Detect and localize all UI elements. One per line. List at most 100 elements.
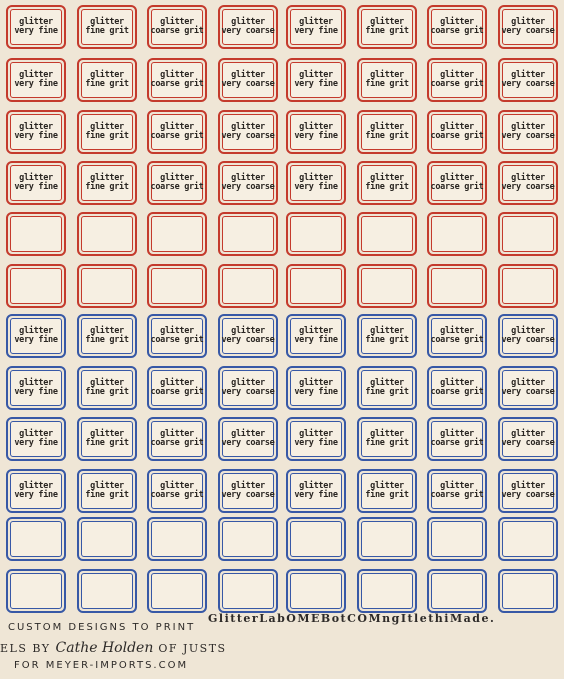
label-line-2: very fine bbox=[14, 182, 58, 192]
label-line-1: glitter bbox=[299, 481, 333, 491]
label-tag: glitter fine grit bbox=[77, 469, 137, 513]
label-line-1: glitter bbox=[19, 326, 53, 336]
credit-line-3: FOR MEYER-IMPORTS.COM bbox=[14, 660, 189, 671]
label-tag: glitter very fine bbox=[286, 417, 346, 461]
label-inner bbox=[290, 521, 342, 557]
label-tag: glitter very coarse bbox=[218, 58, 278, 102]
label-line-1: glitter bbox=[511, 481, 545, 491]
label-line-1: glitter bbox=[160, 17, 194, 27]
label-inner: glitter fine grit bbox=[81, 473, 133, 509]
label-line-1: glitter bbox=[231, 481, 265, 491]
label-tag: glitter coarse grit bbox=[427, 417, 487, 461]
label-line-2: coarse grit bbox=[430, 131, 484, 141]
label-inner: glitter coarse grit bbox=[151, 114, 204, 150]
label-tag: glitter fine grit bbox=[77, 58, 137, 102]
label-tag: glitter coarse grit bbox=[427, 110, 487, 154]
label-tag bbox=[147, 517, 207, 561]
label-tag: glitter very coarse bbox=[218, 417, 278, 461]
label-tag bbox=[218, 264, 278, 308]
label-tag: glitter very fine bbox=[286, 366, 346, 410]
label-line-1: glitter bbox=[299, 122, 333, 132]
label-tag: glitter fine grit bbox=[357, 469, 417, 513]
label-inner bbox=[81, 268, 133, 304]
label-inner: glitter very fine bbox=[290, 9, 342, 45]
label-line-1: glitter bbox=[19, 378, 53, 388]
label-inner bbox=[151, 573, 203, 609]
label-line-1: glitter bbox=[19, 70, 53, 80]
label-inner: glitter fine grit bbox=[361, 318, 413, 354]
label-tag: glitter fine grit bbox=[357, 314, 417, 358]
label-inner: glitter fine grit bbox=[81, 9, 133, 45]
label-line-1: glitter bbox=[370, 326, 404, 336]
label-line-2: fine grit bbox=[365, 387, 409, 397]
label-line-1: glitter bbox=[299, 326, 333, 336]
label-line-1: glitter bbox=[370, 429, 404, 439]
label-line-2: coarse grit bbox=[150, 182, 204, 192]
label-tag: glitter fine grit bbox=[77, 110, 137, 154]
credit-line-1: CUSTOM DESIGNS TO PRINT bbox=[8, 622, 196, 633]
label-line-2: fine grit bbox=[85, 26, 129, 36]
label-inner: glitter coarse grit bbox=[430, 114, 484, 150]
label-tag: glitter fine grit bbox=[357, 417, 417, 461]
label-line-2: fine grit bbox=[85, 335, 129, 345]
label-line-1: glitter bbox=[440, 481, 474, 491]
label-tag: glitter very coarse bbox=[218, 366, 278, 410]
label-tag bbox=[147, 569, 207, 613]
label-tag: glitter very coarse bbox=[498, 5, 558, 49]
label-line-1: glitter bbox=[160, 429, 194, 439]
label-line-2: fine grit bbox=[85, 490, 129, 500]
label-tag: glitter very coarse bbox=[218, 469, 278, 513]
label-line-2: fine grit bbox=[365, 131, 409, 141]
label-inner: glitter very fine bbox=[290, 318, 342, 354]
label-inner: glitter very coarse bbox=[222, 62, 275, 98]
label-line-2: very fine bbox=[294, 335, 338, 345]
label-inner: glitter very coarse bbox=[222, 421, 275, 457]
label-inner: glitter fine grit bbox=[361, 421, 413, 457]
label-tag bbox=[147, 264, 207, 308]
label-inner: glitter very coarse bbox=[221, 9, 275, 45]
label-tag bbox=[77, 517, 137, 561]
label-line-1: glitter bbox=[440, 378, 474, 388]
label-line-2: very coarse bbox=[501, 335, 555, 345]
label-inner bbox=[222, 216, 274, 252]
label-tag: glitter fine grit bbox=[77, 417, 137, 461]
label-tag bbox=[286, 212, 346, 256]
label-line-1: glitter bbox=[511, 70, 545, 80]
label-tag: glitter coarse grit bbox=[147, 366, 207, 410]
label-inner: glitter very coarse bbox=[222, 165, 275, 201]
label-inner: glitter very fine bbox=[10, 370, 62, 406]
label-tag: glitter very fine bbox=[286, 110, 346, 154]
label-tag: glitter coarse grit bbox=[147, 5, 207, 49]
label-line-2: very fine bbox=[14, 26, 58, 36]
label-line-1: glitter bbox=[90, 481, 124, 491]
label-inner bbox=[502, 216, 554, 252]
label-line-2: very coarse bbox=[501, 438, 555, 448]
label-tag: glitter very fine bbox=[6, 161, 66, 205]
label-line-2: coarse grit bbox=[430, 182, 484, 192]
label-inner: glitter very coarse bbox=[502, 9, 555, 45]
label-line-2: fine grit bbox=[365, 79, 409, 89]
label-inner bbox=[151, 268, 203, 304]
label-line-1: glitter bbox=[160, 481, 194, 491]
label-line-2: fine grit bbox=[85, 387, 129, 397]
label-line-1: glitter bbox=[160, 173, 194, 183]
label-inner: glitter very fine bbox=[290, 165, 342, 201]
label-tag: glitter very fine bbox=[286, 469, 346, 513]
label-tag: glitter coarse grit bbox=[147, 110, 207, 154]
label-tag: glitter fine grit bbox=[357, 5, 417, 49]
label-tag bbox=[218, 569, 278, 613]
label-inner: glitter very coarse bbox=[222, 370, 275, 406]
label-line-1: glitter bbox=[370, 481, 404, 491]
label-inner: glitter coarse grit bbox=[431, 318, 484, 354]
label-tag bbox=[498, 264, 558, 308]
label-tag: glitter fine grit bbox=[357, 366, 417, 410]
label-line-2: coarse grit bbox=[150, 79, 204, 89]
label-tag: glitter fine grit bbox=[357, 110, 417, 154]
label-inner: glitter fine grit bbox=[81, 165, 133, 201]
label-tag: glitter fine grit bbox=[357, 161, 417, 205]
label-tag: glitter very fine bbox=[6, 5, 66, 49]
label-line-2: coarse grit bbox=[430, 79, 484, 89]
label-line-2: very coarse bbox=[221, 26, 275, 36]
label-tag bbox=[286, 264, 346, 308]
label-line-1: glitter bbox=[90, 429, 124, 439]
